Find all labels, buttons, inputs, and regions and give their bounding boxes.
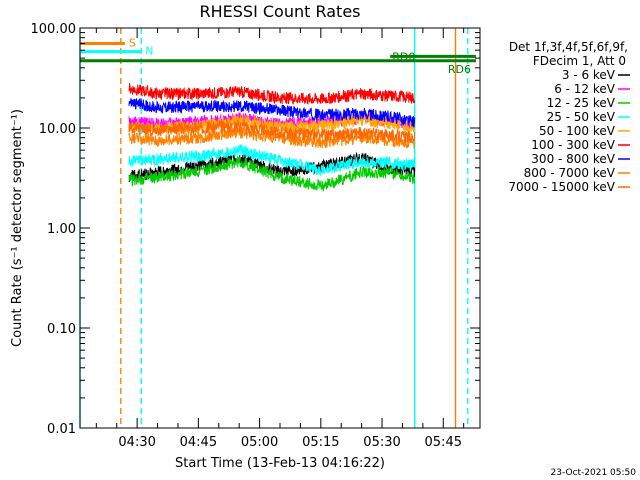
annotations: SN RD6 RD0 (80, 36, 476, 76)
legend: Det 1f,3f,4f,5f,6f,9f, FDecim 1, Att 0 3… (508, 40, 630, 194)
legend-label: 12 - 25 keV (547, 96, 616, 110)
x-tick-label: 04:45 (180, 435, 217, 450)
chart-title: RHESSI Count Rates (200, 2, 361, 21)
x-tick-label: 05:15 (302, 435, 339, 450)
legend-label: 7000 - 15000 keV (508, 180, 615, 194)
series-line (128, 98, 416, 128)
annotation-label: N (145, 45, 153, 58)
y-tick-label: 100.00 (31, 22, 77, 37)
annotation-label: S (129, 36, 136, 49)
y-tick-label: 0.10 (47, 322, 76, 337)
y-tick-label: 10.00 (39, 122, 76, 137)
series-lines (128, 83, 416, 192)
series-line (128, 83, 416, 106)
legend-header-2: FDecim 1, Att 0 (533, 54, 626, 68)
legend-label: 50 - 100 keV (539, 124, 616, 138)
y-tick-label: 1.00 (47, 222, 76, 237)
legend-label: 6 - 12 keV (554, 82, 616, 96)
x-tick-label: 05:45 (425, 435, 462, 450)
series-line (128, 143, 415, 176)
legend-label: 800 - 7000 keV (524, 166, 616, 180)
legend-label: 25 - 50 keV (547, 110, 616, 124)
x-tick-label: 04:30 (118, 435, 155, 450)
axis-ticks: 0.01 0.10 1.00 10.00 100.00 04:30 04:45 05:00 05… (31, 22, 480, 450)
x-axis-label: Start Time (13-Feb-13 04:16:22) (175, 456, 385, 471)
legend-header-1: Det 1f,3f,4f,5f,6f,9f, (509, 40, 628, 54)
annotation-label: RD6 (448, 63, 471, 76)
x-tick-label: 05:00 (241, 435, 278, 450)
series-line (128, 120, 416, 143)
series-line (128, 156, 416, 192)
x-tick-label: 05:30 (363, 435, 400, 450)
y-axis-label: Count Rate (s⁻¹ detector segment⁻¹) (10, 109, 25, 347)
footer-timestamp: 23-Oct-2021 05:50 (551, 468, 637, 478)
annotation-label: RD0 (392, 50, 415, 63)
legend-label: 3 - 6 keV (562, 68, 616, 82)
legend-label: 300 - 800 keV (531, 152, 615, 166)
legend-label: 100 - 300 keV (531, 138, 615, 152)
y-tick-label: 0.01 (47, 422, 76, 437)
